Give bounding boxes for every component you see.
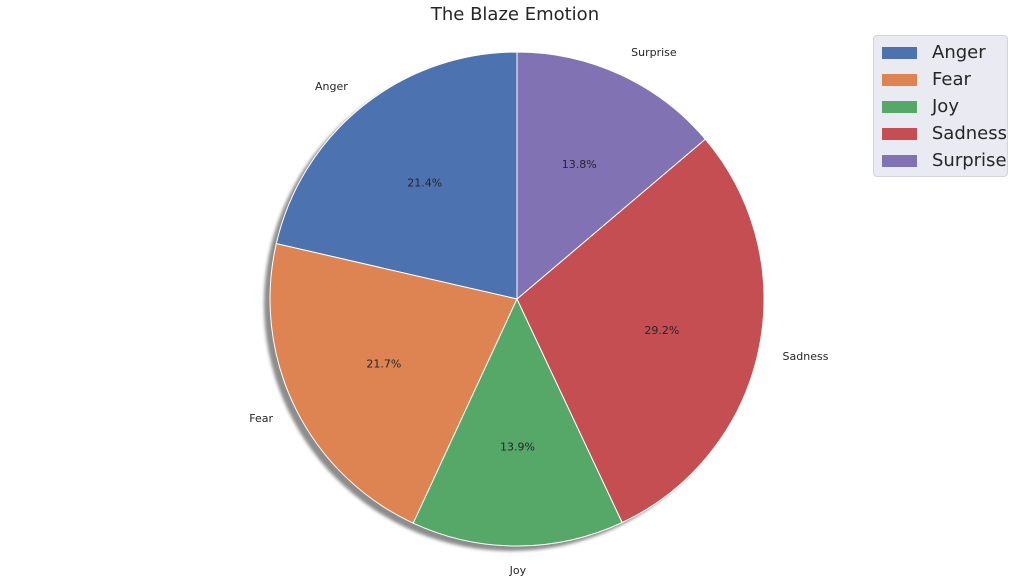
pie-category-label-fear: Fear xyxy=(249,412,273,425)
legend-swatch-surprise xyxy=(882,154,917,167)
legend-item-fear: Fear xyxy=(882,66,1007,93)
legend: Anger Fear Joy Sadness Surprise xyxy=(873,35,1008,177)
pie-slice-anger xyxy=(275,51,518,300)
pie-category-label-surprise: Surprise xyxy=(631,46,677,59)
pie-percent-labels: 21.4% 21.7% 13.9% 29.2% 13.8% xyxy=(366,158,679,454)
pie-category-label-sadness: Sadness xyxy=(783,350,829,363)
pie-category-label-anger: Anger xyxy=(315,80,348,93)
pie-percent-label-fear: 21.7% xyxy=(366,358,401,371)
legend-swatch-fear xyxy=(882,73,917,86)
pie-slices xyxy=(269,51,765,547)
pie-category-label-joy: Joy xyxy=(509,564,527,577)
pie-slice-joy xyxy=(412,298,623,547)
legend-item-sadness: Sadness xyxy=(882,120,1007,147)
legend-item-joy: Joy xyxy=(882,93,1007,120)
legend-item-anger: Anger xyxy=(882,39,1007,66)
pie-percent-label-sadness: 29.2% xyxy=(644,324,679,337)
pie-slice-sadness xyxy=(516,138,765,523)
legend-item-surprise: Surprise xyxy=(882,147,1007,174)
legend-label-fear: Fear xyxy=(932,69,971,90)
chart-title: The Blaze Emotion xyxy=(430,4,600,25)
legend-label-joy: Joy xyxy=(932,96,959,117)
legend-label-sadness: Sadness xyxy=(931,123,1007,144)
pie-slice-fear xyxy=(269,243,518,524)
legend-swatch-joy xyxy=(882,100,917,113)
legend-label-surprise: Surprise xyxy=(932,150,1007,171)
pie-percent-label-anger: 21.4% xyxy=(407,177,442,190)
pie-percent-label-surprise: 13.8% xyxy=(562,158,597,171)
pie-category-labels: Anger Fear Joy Sadness Surprise xyxy=(249,46,828,577)
legend-swatch-sadness xyxy=(882,127,917,140)
legend-swatch-anger xyxy=(882,46,917,59)
pie-percent-label-joy: 13.9% xyxy=(500,441,535,454)
pie-slice-surprise xyxy=(516,51,706,300)
legend-label-anger: Anger xyxy=(932,42,986,63)
